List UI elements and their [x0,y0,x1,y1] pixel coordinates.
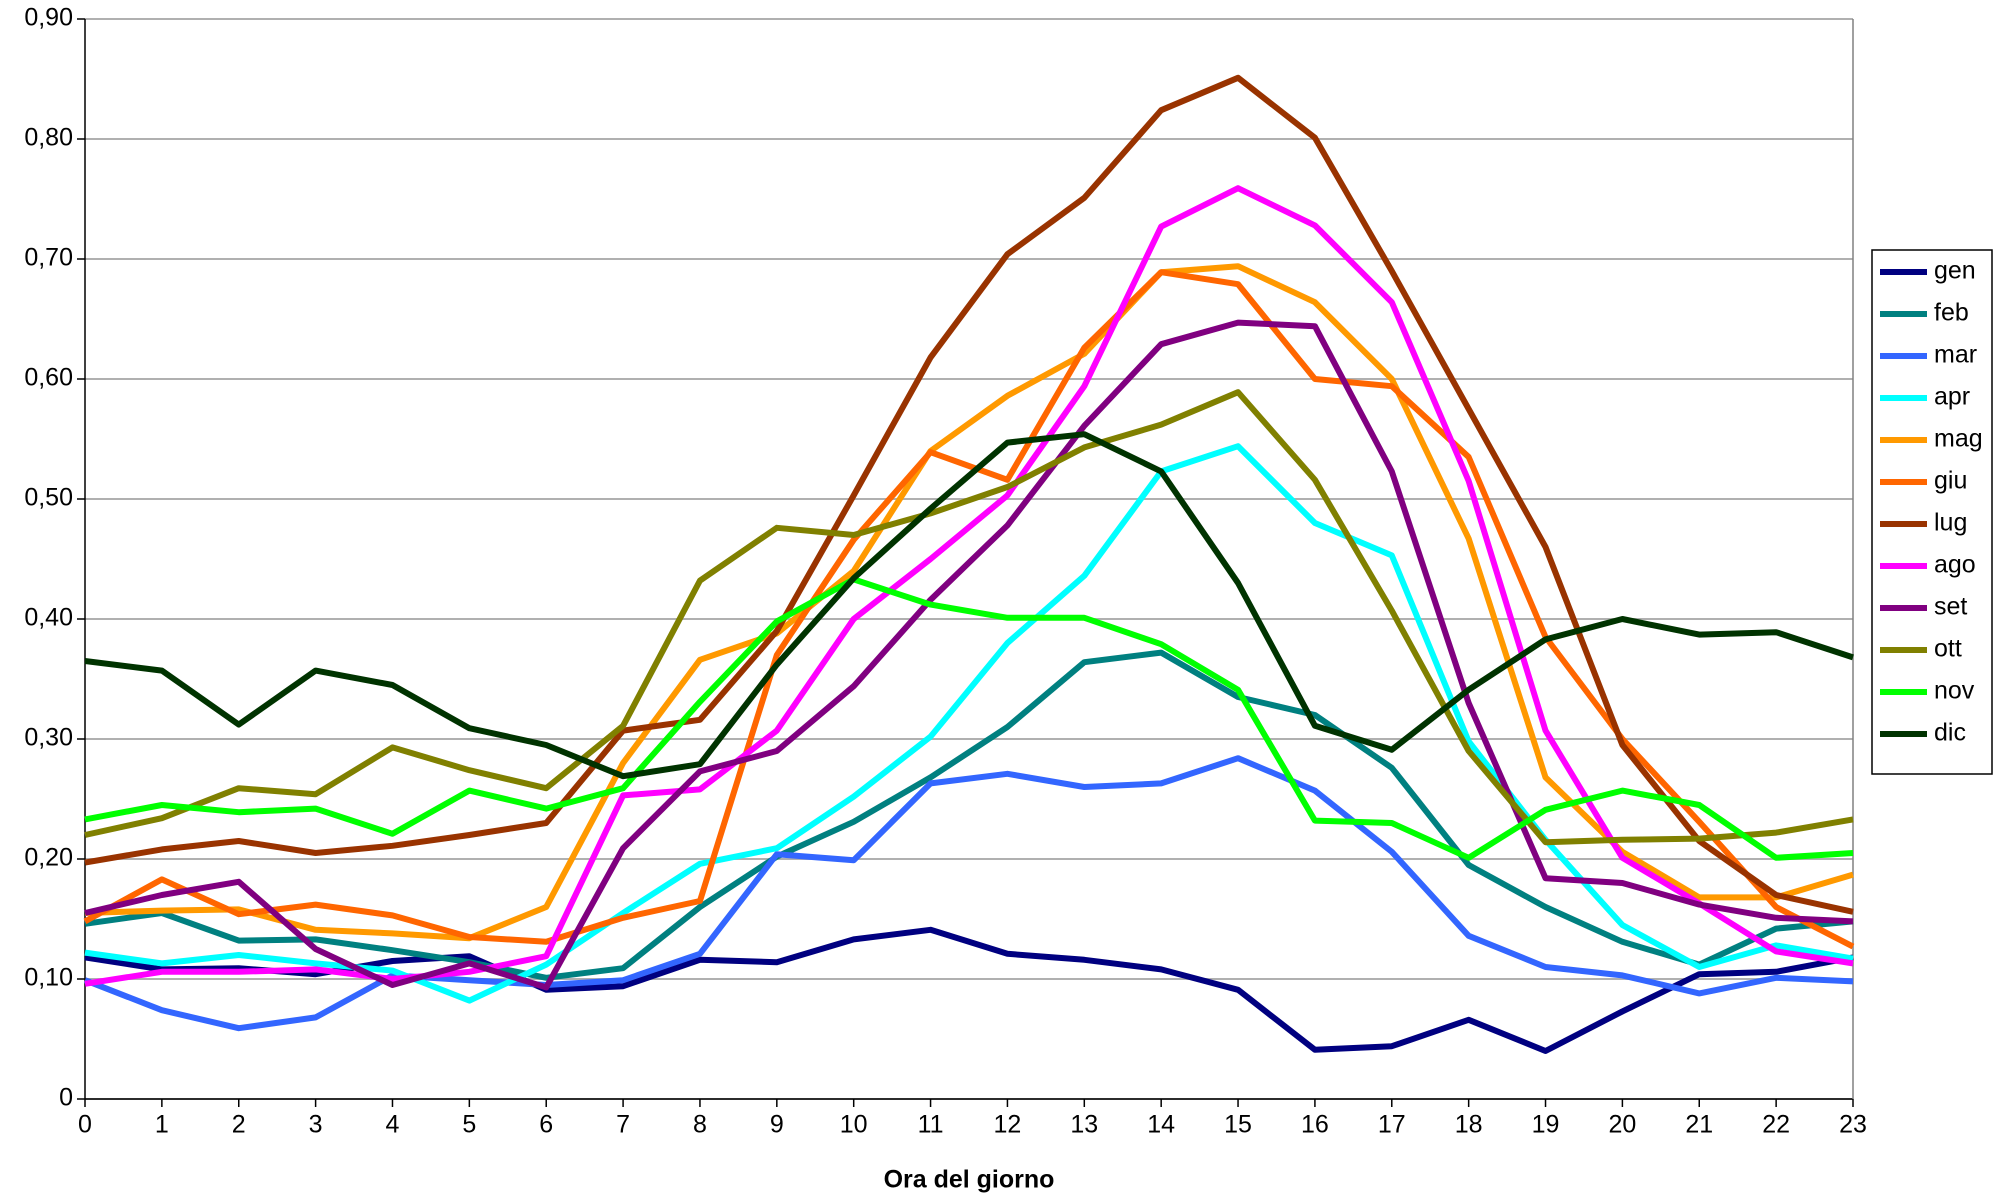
series-line [84,74,1854,915]
series-line [84,926,1854,1054]
x-tick-label: 15 [1224,1111,1252,1139]
y-tick-label: 0,70 [24,244,73,272]
x-tick-label: 16 [1301,1111,1329,1139]
x-tick-label: 9 [770,1111,784,1139]
x-tick-label: 19 [1532,1111,1560,1139]
x-tick-label: 4 [386,1111,400,1139]
series-line [84,649,1854,981]
y-tick-label: 0,90 [24,4,73,32]
series-line [84,263,1854,942]
y-tick-label: 0,50 [24,484,73,512]
series-line [84,443,1854,1004]
series-line [83,755,1854,1032]
x-tick-label: 21 [1685,1111,1713,1139]
x-tick-label: 3 [309,1111,323,1139]
y-tick-label: 0,20 [24,844,73,872]
legend-label: giu [1934,467,1967,495]
x-tick-label: 23 [1839,1111,1867,1139]
legend-label: dic [1934,719,1966,747]
x-tick-label: 18 [1455,1111,1483,1139]
legend-label: gen [1934,257,1976,285]
x-tick-label: 0 [78,1111,92,1139]
x-tick-label: 5 [462,1111,476,1139]
legend-label: mar [1934,341,1977,369]
series-line [83,269,1855,950]
legend-label: set [1934,593,1967,621]
x-tick-label: 14 [1147,1111,1175,1139]
legend-label: mag [1934,425,1983,453]
y-tick-label: 0,60 [24,364,73,392]
legend-label: nov [1934,677,1975,705]
y-tick-label: 0 [59,1084,73,1112]
x-tick-label: 2 [232,1111,246,1139]
y-tick-label: 0,40 [24,604,73,632]
legend-label: ott [1934,635,1962,663]
x-tick-label: 7 [616,1111,630,1139]
y-tick-label: 0,80 [24,124,73,152]
legend-label: lug [1934,509,1967,537]
x-tick-label: 8 [693,1111,707,1139]
x-tick-label: 12 [994,1111,1022,1139]
legend-label: ago [1934,551,1976,579]
x-tick-label: 20 [1608,1111,1636,1139]
x-tick-label: 22 [1762,1111,1790,1139]
x-tick-label: 17 [1378,1111,1406,1139]
x-tick-label: 1 [155,1111,169,1139]
series-line [84,431,1854,780]
series-line [84,576,1854,861]
y-tick-label: 0,30 [24,724,73,752]
series-line [84,389,1854,846]
x-axis-label: Ora del giorno [884,1166,1055,1194]
x-tick-label: 11 [918,1111,944,1139]
x-tick-label: 6 [539,1111,553,1139]
y-tick-label: 0,10 [24,964,73,992]
legend-label: feb [1934,299,1969,327]
x-tick-label: 13 [1070,1111,1098,1139]
legend-label: apr [1934,383,1970,411]
legend-box [1871,249,1993,775]
x-tick-label: 10 [840,1111,868,1139]
series-line [84,319,1854,991]
